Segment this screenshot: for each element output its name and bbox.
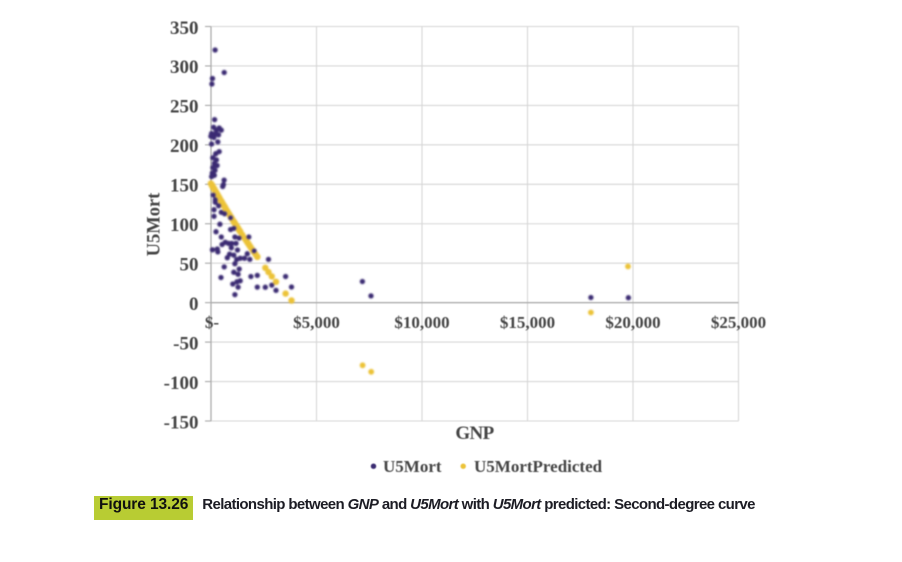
svg-text:U5Mort: U5Mort: [383, 457, 442, 476]
svg-text:$25,000: $25,000: [711, 313, 766, 332]
svg-text:$10,000: $10,000: [394, 313, 449, 332]
svg-text:U5MortPredicted: U5MortPredicted: [474, 457, 603, 476]
svg-text:$-: $-: [205, 313, 220, 332]
svg-text:0: 0: [189, 294, 199, 315]
svg-text:$20,000: $20,000: [605, 313, 660, 332]
svg-text:50: 50: [180, 255, 199, 276]
svg-text:300: 300: [170, 57, 199, 78]
svg-text:U5Mort: U5Mort: [145, 192, 165, 257]
svg-text:-100: -100: [164, 373, 199, 394]
svg-text:100: 100: [170, 215, 199, 236]
svg-text:$15,000: $15,000: [500, 313, 555, 332]
svg-text:150: 150: [170, 176, 199, 197]
svg-text:-50: -50: [173, 333, 198, 354]
svg-text:-150: -150: [164, 412, 199, 433]
svg-text:GNP: GNP: [455, 423, 494, 444]
svg-text:350: 350: [170, 18, 199, 39]
svg-text:250: 250: [170, 97, 199, 118]
svg-text:$5,000: $5,000: [293, 313, 340, 332]
svg-text:200: 200: [170, 136, 199, 157]
